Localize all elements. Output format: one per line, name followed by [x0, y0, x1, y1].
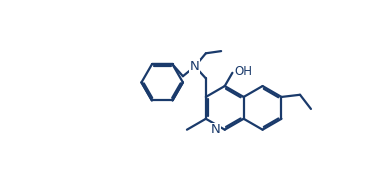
Text: N: N [190, 60, 200, 73]
Text: OH: OH [235, 65, 252, 78]
Text: N: N [211, 123, 221, 136]
